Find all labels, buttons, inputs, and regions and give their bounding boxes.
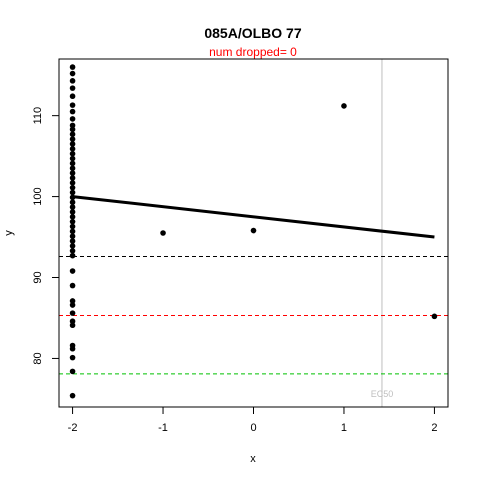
data-point-42 [69, 318, 76, 325]
x-tick-label-2: 2 [431, 422, 437, 434]
data-point-11 [69, 131, 76, 138]
data-point-14 [69, 146, 76, 152]
data-point-50 [250, 227, 257, 234]
x-axis: -2 -1 0 1 2 [68, 406, 437, 434]
x-tick-label-0: 0 [250, 422, 256, 434]
y-tick-label-80: 80 [32, 352, 44, 364]
plot-area: EC50 [59, 59, 448, 407]
data-point-26 [69, 204, 76, 210]
data-point-3 [69, 78, 76, 84]
data-point-27 [69, 209, 76, 215]
data-point-52 [431, 313, 438, 320]
data-point-46 [69, 354, 76, 361]
data-point-31 [69, 228, 76, 235]
x-axis-label: x [250, 453, 256, 465]
data-point-5 [69, 93, 76, 100]
data-point-37 [69, 268, 76, 274]
data-point-6 [69, 102, 76, 108]
data-point-15 [69, 150, 76, 157]
chart-title: 085A/OLBO 77 [204, 25, 301, 41]
data-point-38 [69, 282, 76, 289]
data-point-17 [69, 160, 76, 167]
data-point-51 [341, 103, 347, 109]
data-point-34 [69, 243, 76, 249]
ec50-label: EC50 [371, 389, 394, 399]
data-point-9 [69, 122, 76, 129]
data-point-33 [69, 238, 76, 244]
data-point-20 [69, 175, 76, 181]
data-point-43 [69, 322, 76, 329]
data-point-4 [69, 85, 76, 91]
data-point-19 [69, 170, 76, 176]
data-point-18 [69, 165, 76, 172]
y-axis-label: y [3, 230, 15, 236]
data-point-30 [69, 223, 76, 230]
data-point-1 [69, 64, 76, 70]
data-point-41 [69, 310, 76, 316]
data-point-13 [69, 141, 76, 147]
data-point-45 [69, 345, 76, 352]
y-tick-label-110: 110 [32, 107, 44, 125]
data-point-29 [69, 218, 76, 225]
data-point-12 [69, 136, 76, 142]
y-tick-label-90: 90 [32, 271, 44, 283]
data-point-24 [69, 194, 76, 201]
data-point-49 [160, 230, 166, 236]
fit-line [72, 195, 435, 239]
data-point-23 [69, 189, 76, 196]
data-point-10 [69, 126, 76, 133]
data-point-16 [69, 155, 76, 162]
data-point-35 [69, 248, 76, 254]
data-point-2 [69, 70, 76, 77]
data-point-32 [69, 233, 76, 240]
data-point-40 [69, 302, 76, 308]
chart-subtitle: num dropped= 0 [209, 45, 297, 59]
x-tick-label-1: 1 [341, 422, 347, 434]
data-point-47 [69, 368, 76, 375]
y-tick-label-100: 100 [32, 187, 44, 205]
data-point-39 [69, 298, 76, 304]
y-axis: 80 90 100 110 [32, 107, 60, 365]
data-point-8 [69, 116, 76, 122]
x-tick-label--2: -2 [68, 422, 78, 434]
data-point-22 [69, 184, 76, 191]
data-point-28 [69, 214, 76, 220]
data-point-36 [69, 252, 76, 259]
data-point-25 [69, 199, 76, 206]
data-point-7 [69, 108, 76, 115]
x-tick-label--1: -1 [158, 422, 168, 434]
data-point-48 [69, 392, 76, 399]
data-point-21 [69, 180, 76, 186]
